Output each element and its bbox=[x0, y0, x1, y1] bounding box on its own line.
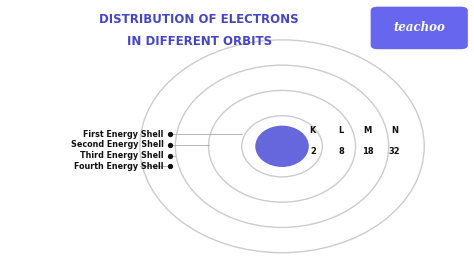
Text: 2: 2 bbox=[310, 147, 316, 156]
Text: K: K bbox=[310, 126, 316, 135]
Text: 32: 32 bbox=[389, 147, 400, 156]
Text: teachoo: teachoo bbox=[393, 22, 445, 34]
FancyBboxPatch shape bbox=[371, 7, 468, 49]
Text: 8: 8 bbox=[338, 147, 344, 156]
Text: M: M bbox=[363, 126, 372, 135]
Text: Fourth Energy Shell: Fourth Energy Shell bbox=[74, 162, 164, 171]
Text: Third Energy Shell: Third Energy Shell bbox=[80, 151, 164, 160]
Text: L: L bbox=[338, 126, 344, 135]
Text: N: N bbox=[391, 126, 398, 135]
Text: DISTRIBUTION OF ELECTRONS: DISTRIBUTION OF ELECTRONS bbox=[99, 14, 299, 26]
Text: 18: 18 bbox=[362, 147, 373, 156]
Text: First Energy Shell: First Energy Shell bbox=[83, 130, 164, 139]
Text: IN DIFFERENT ORBITS: IN DIFFERENT ORBITS bbox=[127, 35, 272, 48]
Ellipse shape bbox=[256, 126, 308, 166]
Text: Second Energy Shell: Second Energy Shell bbox=[71, 140, 164, 149]
